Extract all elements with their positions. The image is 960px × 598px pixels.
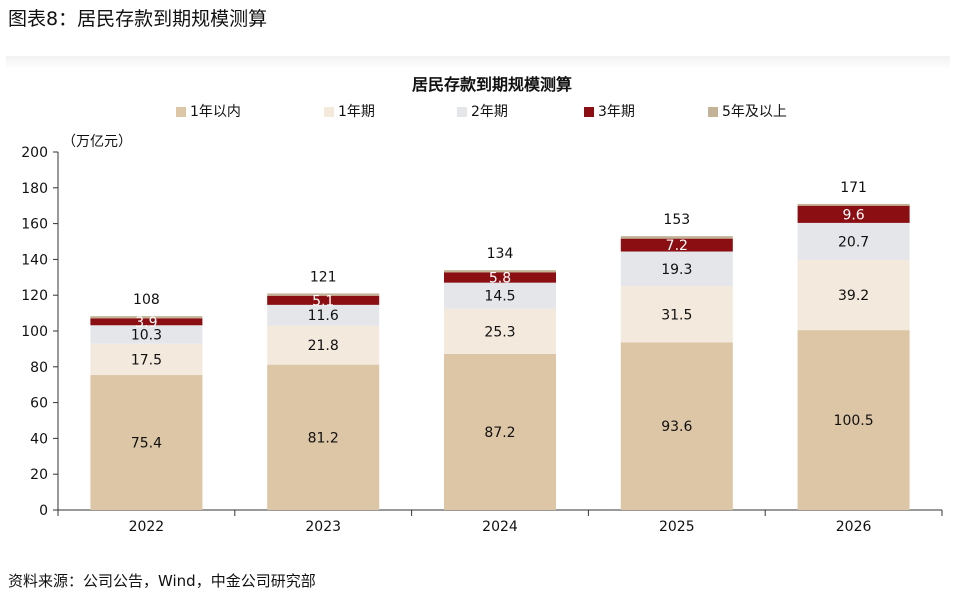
data-label: 17.5	[131, 352, 162, 368]
data-label: 93.6	[661, 419, 692, 435]
data-label: 11.6	[308, 308, 339, 324]
data-label: 31.5	[661, 307, 692, 323]
y-tick-label: 0	[39, 503, 48, 519]
data-label: 20.7	[838, 234, 869, 250]
y-tick-label: 140	[21, 252, 48, 268]
bar-segment	[90, 316, 203, 319]
legend-item: 2年期	[457, 104, 508, 120]
bar-segment	[620, 236, 733, 239]
y-tick-label: 100	[21, 324, 48, 340]
x-tick-label: 2025	[659, 519, 695, 535]
bar-segment	[444, 353, 556, 510]
bar-segment	[620, 342, 733, 510]
y-tick-label: 200	[21, 145, 48, 161]
bar-segment	[267, 364, 380, 510]
bar-segment	[444, 282, 556, 309]
bar-segment	[797, 203, 910, 206]
data-label: 3.9	[135, 315, 157, 331]
data-label: 75.4	[131, 436, 162, 452]
bar-segment	[267, 295, 380, 305]
legend-label: 1年期	[338, 104, 375, 120]
bar-segment	[90, 343, 203, 376]
bar-segment	[90, 318, 203, 326]
stacked-bar-chart: 居民存款到期规模测算 1年以内 1年期 2年期 3年期 5年及以上 （万亿元） 0 20 4…	[21, 75, 943, 535]
bar-segment	[620, 251, 733, 287]
data-label: 7.2	[666, 238, 688, 254]
total-label: 171	[840, 180, 867, 196]
data-label: 14.5	[484, 289, 515, 305]
legend-swatch	[324, 107, 334, 117]
bar-segment	[797, 222, 910, 260]
bar-segment	[620, 238, 733, 252]
chart-title: 居民存款到期规模测算	[412, 75, 572, 94]
x-tick-label: 2023	[305, 519, 341, 535]
data-label: 81.2	[308, 430, 339, 446]
data-labels: 75.4 17.5 10.33.9 108 81.2 21.8 11.65.1 121 87.2…	[131, 180, 874, 452]
bar-segment	[444, 308, 556, 354]
bar-segment	[267, 304, 380, 326]
y-tick-label: 20	[30, 467, 48, 483]
data-label: 21.8	[308, 338, 339, 354]
total-label: 108	[133, 292, 160, 308]
x-tick-label: 2026	[836, 519, 872, 535]
data-label: 10.3	[131, 327, 162, 343]
y-tick-label: 160	[21, 217, 48, 233]
y-tick-label: 120	[21, 288, 48, 304]
legend-swatch	[584, 107, 594, 117]
legend: 1年以内 1年期 2年期 3年期 5年及以上	[176, 104, 787, 120]
y-tick-label: 40	[30, 431, 48, 447]
data-label: 39.2	[838, 288, 869, 304]
bar-segment	[444, 270, 556, 273]
bar-segment	[444, 272, 556, 283]
legend-swatch	[457, 107, 467, 117]
axes: 0 20 40 60 80 100 120 140 160 180 200 2022 2023 2024 2…	[21, 145, 943, 535]
legend-swatch	[176, 107, 186, 117]
y-tick-label: 180	[21, 181, 48, 197]
bars	[90, 203, 910, 510]
data-label: 87.2	[484, 425, 515, 441]
legend-swatch	[708, 107, 718, 117]
data-label: 25.3	[484, 324, 515, 340]
total-label: 121	[310, 269, 337, 285]
bar-segment	[267, 325, 380, 365]
bar-segment	[90, 325, 203, 344]
total-label: 134	[487, 246, 514, 262]
total-label: 153	[663, 212, 690, 228]
y-axis-unit-label: （万亿元）	[62, 134, 132, 150]
bar-segment	[267, 293, 380, 296]
legend-label: 5年及以上	[722, 104, 787, 120]
legend-item: 1年以内	[176, 104, 241, 120]
bar-segment	[797, 330, 910, 510]
source-note: 资料来源：公司公告，Wind，中金公司研究部	[8, 572, 316, 590]
bar-segment	[620, 286, 733, 343]
legend-label: 2年期	[471, 104, 508, 120]
data-label: 100.5	[834, 413, 874, 429]
figure-caption: 图表8：居民存款到期规模测算	[8, 8, 268, 30]
legend-item: 5年及以上	[708, 104, 787, 120]
x-tick-label: 2022	[129, 519, 165, 535]
data-label: 5.1	[312, 293, 334, 309]
data-label: 9.6	[842, 207, 864, 223]
legend-label: 1年以内	[190, 104, 241, 120]
chart-panel: 居民存款到期规模测算 1年以内 1年期 2年期 3年期 5年及以上 （万亿元） 0 20 4…	[6, 56, 950, 544]
legend-item: 3年期	[584, 104, 635, 120]
x-tick-label: 2024	[482, 519, 518, 535]
legend-label: 3年期	[598, 104, 635, 120]
bar-segment	[797, 259, 910, 331]
legend-item: 1年期	[324, 104, 375, 120]
y-tick-label: 80	[30, 360, 48, 376]
bar-segment	[90, 375, 203, 510]
bar-segment	[797, 205, 910, 223]
data-label: 5.8	[489, 270, 511, 286]
y-tick-label: 60	[30, 396, 48, 412]
data-label: 19.3	[661, 262, 692, 278]
